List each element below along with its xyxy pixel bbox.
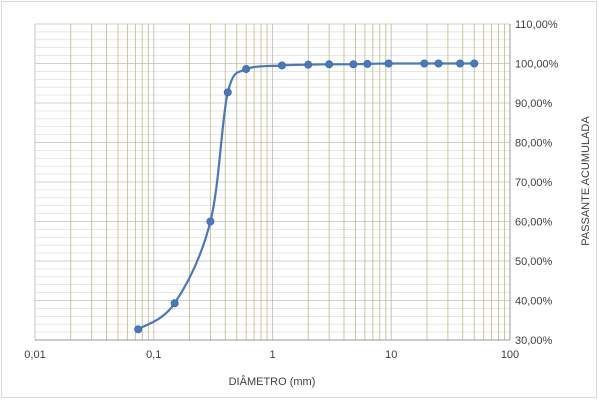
x-tick-label: 100 bbox=[501, 349, 519, 361]
y-tick-label: 70,00% bbox=[515, 177, 553, 189]
y-tick-label: 110,00% bbox=[515, 19, 558, 31]
data-point bbox=[134, 325, 143, 334]
x-axis-label: DIÂMETRO (mm) bbox=[229, 375, 316, 388]
data-point bbox=[420, 59, 429, 68]
data-point bbox=[223, 88, 232, 97]
data-point bbox=[325, 60, 334, 69]
y-tick-label: 30,00% bbox=[515, 335, 553, 347]
y-tick-label: 80,00% bbox=[515, 138, 553, 150]
data-point bbox=[277, 61, 286, 70]
data-point bbox=[170, 299, 179, 308]
data-point bbox=[456, 59, 465, 68]
x-tick-label: 0,1 bbox=[146, 349, 161, 361]
y-tick-label: 100,00% bbox=[515, 59, 559, 71]
y-axis-label: PASSANTE ACUMULADA bbox=[580, 116, 592, 246]
data-point bbox=[434, 59, 443, 68]
data-point bbox=[470, 59, 479, 68]
x-tick-label: 1 bbox=[269, 349, 275, 361]
grid bbox=[34, 23, 511, 341]
x-tick-label: 10 bbox=[385, 349, 397, 361]
y-tick-label: 50,00% bbox=[515, 256, 553, 268]
data-point bbox=[206, 217, 215, 226]
series-line bbox=[137, 62, 475, 331]
tick-labels: 0,01 0,1 1 10 100 30,00% 40,00% 50,00% 60,00% 70,… bbox=[24, 19, 558, 361]
data-point bbox=[304, 60, 313, 69]
data-point bbox=[363, 59, 372, 68]
axes bbox=[35, 24, 511, 341]
data-point bbox=[349, 60, 358, 69]
x-tick-label: 0,01 bbox=[24, 349, 45, 361]
y-tick-label: 90,00% bbox=[515, 98, 553, 110]
data-point bbox=[242, 65, 251, 74]
data-point bbox=[384, 59, 393, 68]
series bbox=[134, 59, 479, 334]
y-tick-label: 60,00% bbox=[515, 217, 553, 229]
y-tick-label: 40,00% bbox=[515, 296, 553, 308]
